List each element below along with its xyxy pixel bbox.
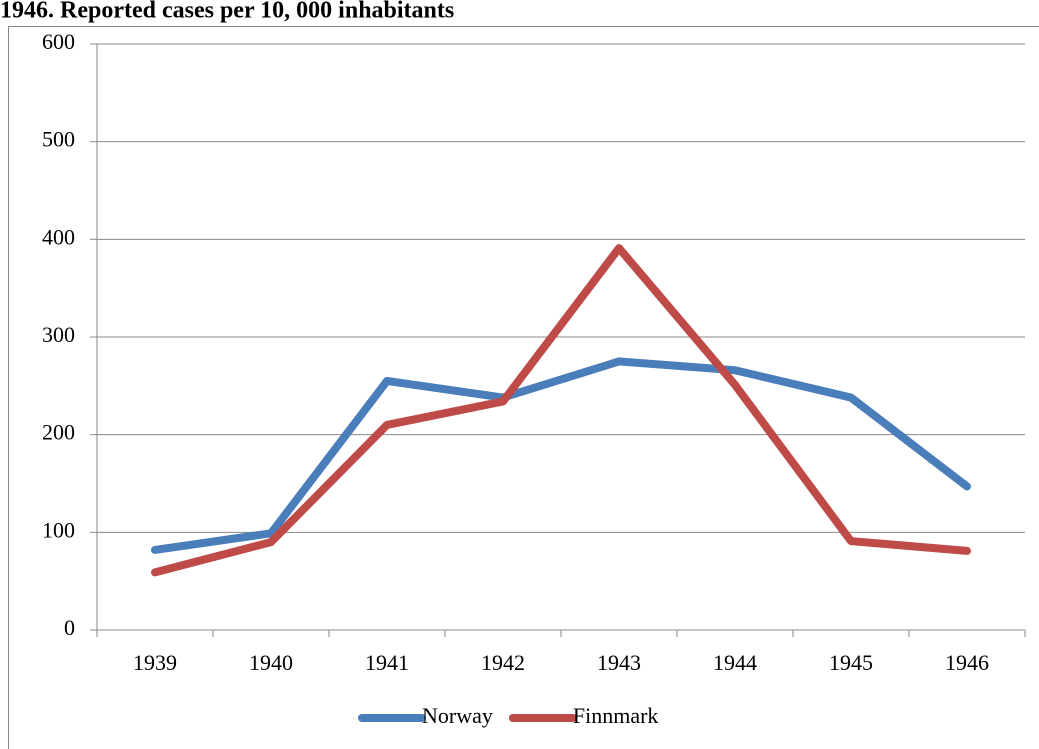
legend-label: Finnmark — [573, 703, 659, 728]
x-tick-label: 1939 — [133, 650, 177, 675]
x-tick-label: 1943 — [597, 650, 641, 675]
y-tick-label: 100 — [42, 517, 75, 542]
y-tick-label: 300 — [42, 322, 75, 347]
y-tick-label: 600 — [42, 29, 75, 54]
legend-label: Norway — [422, 703, 493, 728]
x-tick-label: 1944 — [713, 650, 757, 675]
series-line — [151, 357, 971, 554]
x-tick-label: 1946 — [945, 650, 989, 675]
series-line — [151, 244, 971, 577]
x-tick-label: 1945 — [829, 650, 873, 675]
x-tick-label: 1941 — [365, 650, 409, 675]
x-tick-label: 1942 — [481, 650, 525, 675]
y-tick-label: 0 — [64, 615, 75, 640]
y-tick-label: 400 — [42, 224, 75, 249]
x-tick-label: 1940 — [249, 650, 293, 675]
chart-title: 1946. Reported cases per 10, 000 inhabit… — [0, 0, 454, 24]
y-tick-label: 500 — [42, 127, 75, 152]
y-tick-label: 200 — [42, 420, 75, 445]
chart-frame — [8, 26, 1039, 749]
